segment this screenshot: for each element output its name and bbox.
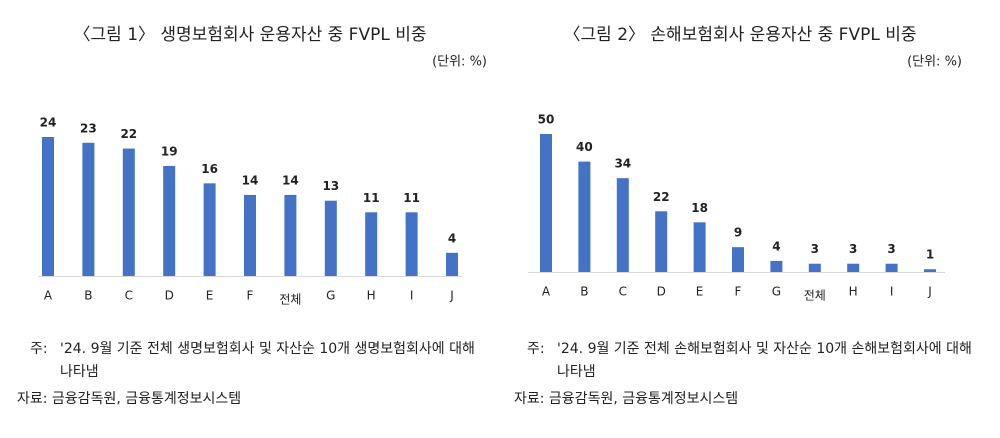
x-tick-label: A xyxy=(542,285,551,299)
bar xyxy=(693,222,706,272)
x-tick-label: J xyxy=(927,285,932,299)
data-label: 16 xyxy=(201,162,218,176)
data-label: 4 xyxy=(448,231,456,245)
bar xyxy=(244,194,256,276)
data-label: 40 xyxy=(576,140,593,154)
bar xyxy=(163,165,176,276)
x-tick-label: H xyxy=(367,289,376,303)
x-tick-label: E xyxy=(696,285,704,299)
data-label: 11 xyxy=(363,191,380,205)
bar xyxy=(405,212,418,276)
bar xyxy=(365,212,378,276)
source: 자료: 금융감독원, 금융통계정보시스템 xyxy=(514,391,739,407)
bar xyxy=(732,247,744,272)
data-label: 11 xyxy=(403,191,420,205)
bar xyxy=(847,263,860,272)
data-label: 3 xyxy=(849,242,857,256)
x-tick-label: D xyxy=(165,289,174,303)
data-label: 14 xyxy=(282,173,299,187)
bar xyxy=(924,269,936,272)
data-label: 3 xyxy=(887,242,895,256)
chart-title: 〈그림 2〉 손해보험회사 운용자산 중 FVPL 비중 xyxy=(564,25,917,45)
x-tick-label: 전체 xyxy=(279,293,301,307)
data-label: 3 xyxy=(811,242,819,256)
bar xyxy=(885,263,898,272)
x-tick-label: G xyxy=(772,285,781,299)
x-tick-label: D xyxy=(657,285,666,299)
bar xyxy=(284,194,297,276)
x-tick-label: C xyxy=(619,285,627,299)
data-label: 9 xyxy=(734,226,742,240)
bar xyxy=(770,260,783,272)
bar xyxy=(578,161,591,272)
data-label: 24 xyxy=(40,116,57,130)
x-tick-label: H xyxy=(849,285,858,299)
x-tick-label: C xyxy=(125,289,133,303)
bar xyxy=(203,183,216,276)
note: '24. 9월 기준 전체 손해보험회사 및 자산순 10개 손해보험회사에 대… xyxy=(557,341,972,380)
data-label: 22 xyxy=(653,190,670,204)
x-tick-label: F xyxy=(247,289,254,303)
note-label: 주: xyxy=(30,341,48,357)
data-label: 1 xyxy=(926,248,934,262)
data-label: 4 xyxy=(772,239,780,253)
x-tick-label: A xyxy=(44,289,53,303)
note-label: 주: xyxy=(527,341,545,357)
bar xyxy=(82,142,95,276)
x-tick-label: I xyxy=(890,285,894,299)
x-tick-label: B xyxy=(84,289,92,303)
x-tick-label: G xyxy=(326,289,335,303)
unit-label: (단위: %) xyxy=(432,55,487,70)
bar xyxy=(655,211,668,272)
bar xyxy=(808,263,821,272)
data-label: 50 xyxy=(538,113,555,127)
bar xyxy=(122,148,135,276)
bar xyxy=(42,137,54,276)
data-label: 22 xyxy=(120,127,137,141)
unit-label: (단위: %) xyxy=(907,55,962,70)
note: '24. 9월 기준 전체 생명보험회사 및 자산순 10개 생명보험회사에 대… xyxy=(60,341,475,380)
x-tick-label: 전체 xyxy=(804,289,826,303)
data-label: 14 xyxy=(242,173,259,187)
x-tick-label: I xyxy=(410,289,414,303)
data-label: 13 xyxy=(322,179,339,193)
chart-title: 〈그림 1〉 생명보험회사 운용자산 중 FVPL 비중 xyxy=(74,25,427,45)
data-label: 23 xyxy=(80,121,97,135)
bar xyxy=(616,178,629,272)
source: 자료: 금융감독원, 금융통계정보시스템 xyxy=(17,391,242,407)
x-tick-label: F xyxy=(735,285,742,299)
data-label: 19 xyxy=(161,144,178,158)
x-tick-label: J xyxy=(449,289,454,303)
x-tick-label: E xyxy=(206,289,214,303)
bar xyxy=(540,134,552,272)
bar xyxy=(324,200,337,276)
data-label: 18 xyxy=(691,201,708,215)
bar xyxy=(446,252,458,276)
data-label: 34 xyxy=(614,157,631,171)
x-tick-label: B xyxy=(580,285,588,299)
